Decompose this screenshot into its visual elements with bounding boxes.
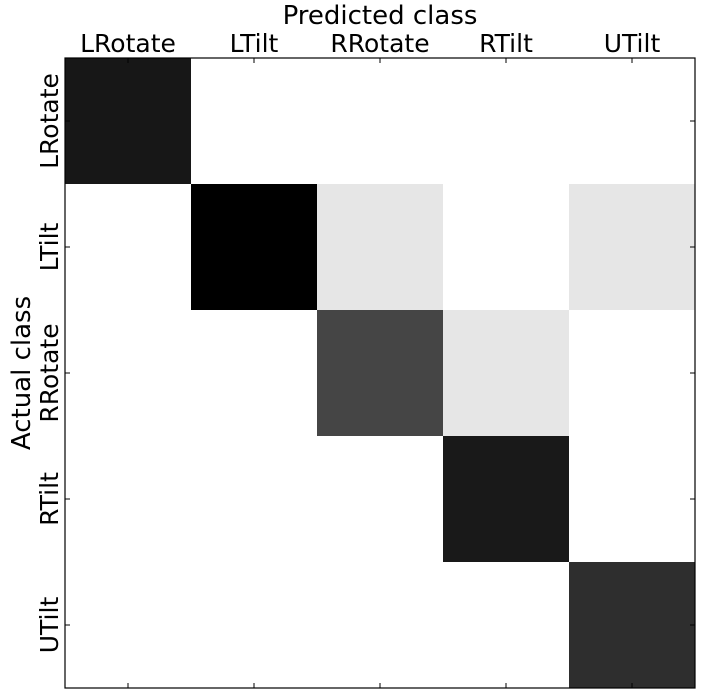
x-tick-label: LRotate: [80, 29, 176, 58]
heatmap-cell-RRotate-UTilt: [569, 310, 696, 437]
heatmap-cell-LTilt-RRotate: [317, 184, 444, 311]
heatmap-cell-LRotate-UTilt: [569, 58, 696, 185]
heatmap-cell-RTilt-LRotate: [65, 436, 192, 563]
heatmap-cell-RTilt-RTilt: [443, 436, 570, 563]
x-tick-label: UTilt: [604, 29, 661, 58]
heatmap-cells: [65, 58, 696, 689]
heatmap-cell-UTilt-LRotate: [65, 562, 192, 689]
heatmap-cell-LTilt-RTilt: [443, 184, 570, 311]
heatmap-cell-RTilt-UTilt: [569, 436, 696, 563]
heatmap-cell-UTilt-RRotate: [317, 562, 444, 689]
heatmap-cell-LRotate-RTilt: [443, 58, 570, 185]
heatmap-cell-UTilt-LTilt: [191, 562, 318, 689]
x-tick-label: RRotate: [330, 29, 429, 58]
x-tick-labels: LRotate LTilt RRotate RTilt UTilt: [80, 29, 660, 58]
heatmap-cell-RRotate-LRotate: [65, 310, 192, 437]
heatmap-cell-LTilt-LTilt: [191, 184, 318, 311]
axis-ticks: [65, 58, 695, 688]
x-tick-label: RTilt: [479, 29, 533, 58]
heatmap-cell-LRotate-RRotate: [317, 58, 444, 185]
heatmap-cell-UTilt-UTilt: [569, 562, 696, 689]
heatmap-cell-LTilt-LRotate: [65, 184, 192, 311]
heatmap-cell-RRotate-LTilt: [191, 310, 318, 437]
y-tick-label: RTilt: [35, 472, 64, 526]
heatmap-cell-RTilt-RRotate: [317, 436, 444, 563]
x-tick-label: LTilt: [230, 29, 279, 58]
heatmap-cell-LRotate-LRotate: [65, 58, 192, 185]
heatmap-cell-UTilt-RTilt: [443, 562, 570, 689]
y-axis-label: Actual class: [7, 296, 37, 450]
y-tick-label: LRotate: [35, 73, 64, 169]
heatmap-cell-LTilt-UTilt: [569, 184, 696, 311]
y-tick-label: RRotate: [35, 323, 64, 422]
heatmap-cell-RRotate-RRotate: [317, 310, 444, 437]
heatmap-cell-RTilt-LTilt: [191, 436, 318, 563]
heatmap-cell-RRotate-RTilt: [443, 310, 570, 437]
x-axis-label: Predicted class: [283, 1, 478, 31]
heatmap-cell-LRotate-LTilt: [191, 58, 318, 185]
y-tick-label: UTilt: [35, 597, 64, 654]
y-tick-label: LTilt: [35, 222, 64, 271]
y-tick-labels: LRotate LTilt RRotate RTilt UTilt: [35, 73, 64, 653]
